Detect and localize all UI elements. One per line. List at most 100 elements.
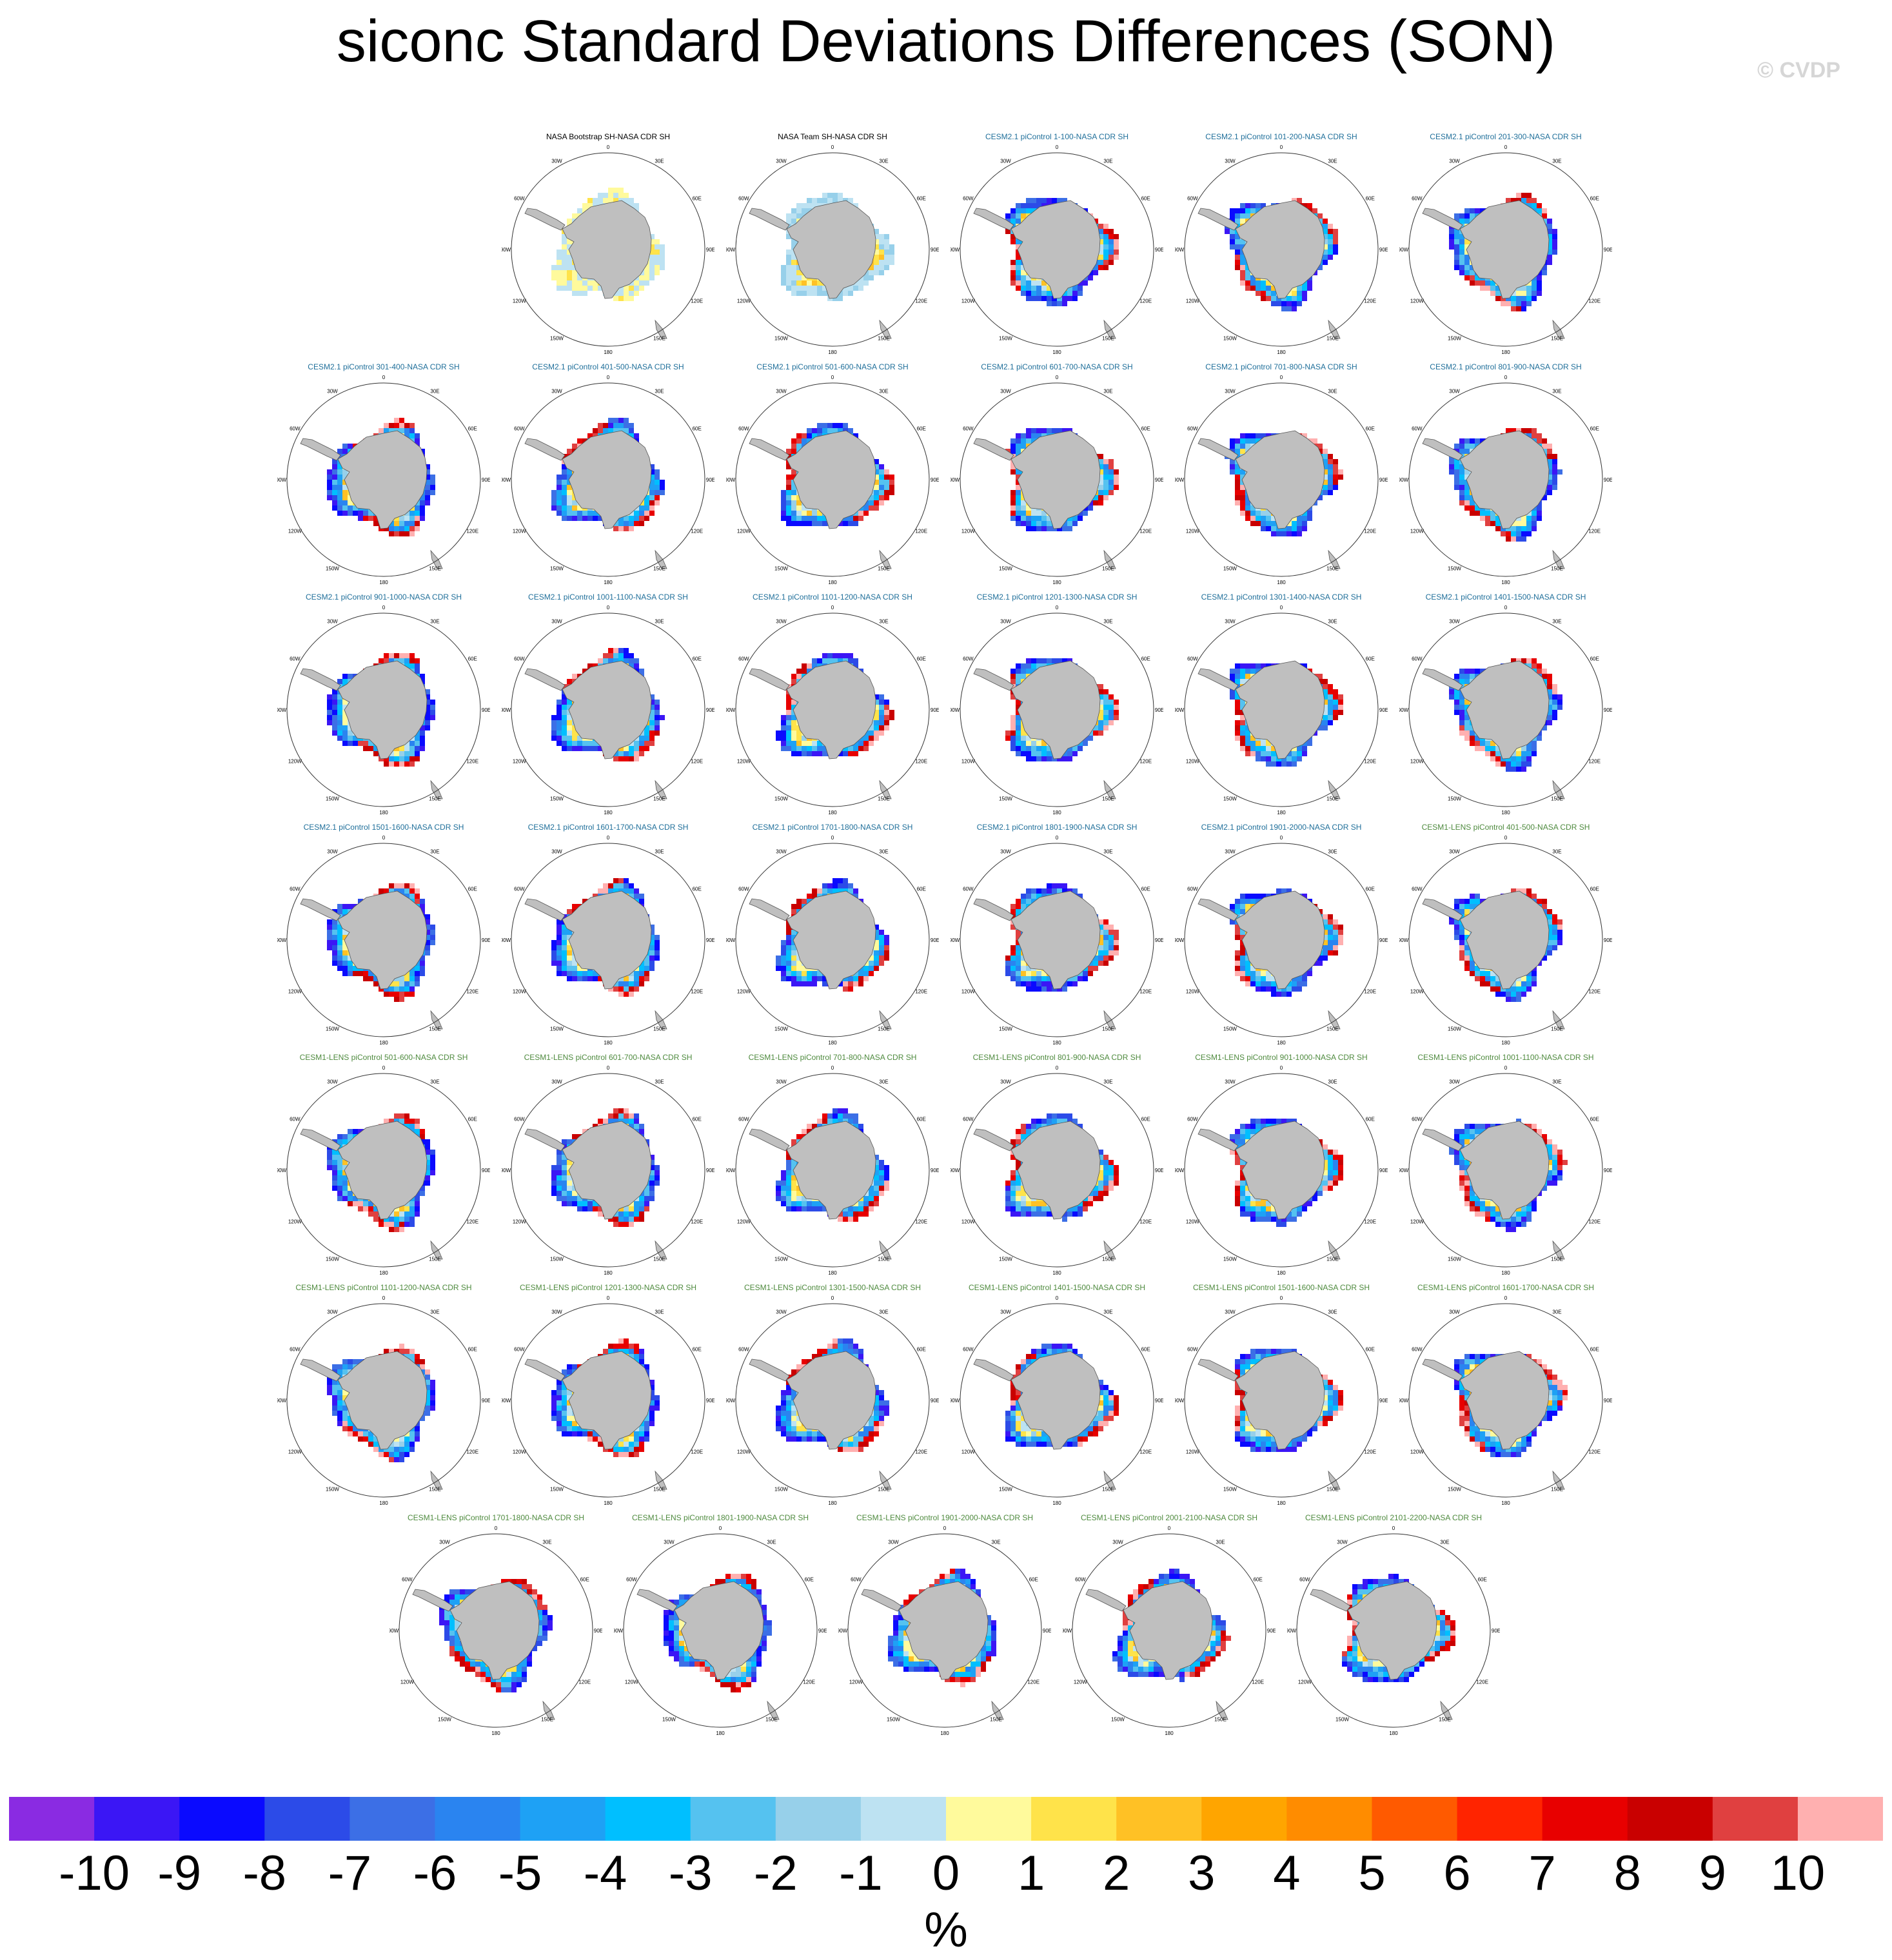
longitude-label: 0 [1056, 1065, 1059, 1071]
new-zealand-landmass [1103, 549, 1116, 569]
longitude-label: 60W [1075, 1577, 1086, 1583]
polar-map: 0 30E 60E 90E 120E 150E 180 150W 120W 90W 60W 30W [951, 375, 1163, 584]
longitude-label: 150E [1551, 796, 1563, 802]
longitude-label: 120E [466, 1219, 478, 1225]
longitude-label: 150E [1102, 1257, 1114, 1262]
longitude-label: 60W [963, 887, 974, 892]
longitude-label: 180 [1052, 1040, 1061, 1044]
polar-map: 0 30E 60E 90E 120E 150E 180 150W 120W 90W 60W 30W [951, 1065, 1163, 1275]
longitude-label: 90E [931, 937, 939, 943]
longitude-label: 150E [878, 336, 890, 342]
longitude-label: 30W [551, 848, 562, 854]
longitude-label: 60E [468, 887, 477, 892]
longitude-label: 0 [943, 1525, 947, 1531]
longitude-label: 180 [604, 1270, 613, 1275]
longitude-label: 90W [951, 477, 960, 483]
longitude-label: 180 [1277, 1270, 1286, 1275]
new-zealand-landmass [879, 1240, 892, 1260]
colorbar-swatch [1286, 1797, 1372, 1841]
longitude-label: 120E [915, 759, 927, 765]
new-zealand-landmass [655, 319, 667, 339]
map-panel: CESM1-LENS piControl 701-800-NASA CDR SH… [726, 1053, 939, 1279]
longitude-label: 30W [1449, 158, 1460, 164]
longitude-label: 120E [466, 529, 478, 534]
longitude-label: 90W [1399, 477, 1409, 483]
longitude-label: 150E [1551, 566, 1563, 572]
new-zealand-landmass [1103, 1470, 1116, 1490]
map-boundary [847, 1533, 1042, 1728]
longitude-label: 0 [607, 835, 610, 841]
longitude-label: 150E [653, 1257, 665, 1262]
longitude-label: 0 [1280, 1065, 1283, 1071]
longitude-label: 180 [604, 349, 613, 354]
longitude-label: 30W [551, 388, 562, 394]
polar-map: 0 30E 60E 90E 120E 150E 180 150W 120W 90W 60W 30W [502, 1295, 714, 1505]
longitude-label: 150E [653, 1026, 665, 1032]
longitude-label: 30W [776, 848, 787, 854]
map-boundary [1184, 1073, 1379, 1268]
longitude-label: 120E [1139, 989, 1152, 995]
south-america-landmass [1197, 898, 1239, 921]
longitude-label: 90E [1604, 1168, 1612, 1173]
south-america-landmass [973, 438, 1014, 461]
longitude-label: 180 [1501, 349, 1510, 354]
longitude-label: 0 [495, 1525, 498, 1531]
longitude-label: 0 [1280, 1295, 1283, 1301]
longitude-label: 90W [726, 937, 736, 943]
longitude-label: 150E [878, 1487, 890, 1493]
panel-title: CESM2.1 piControl 1001-1100-NASA CDR SH [528, 593, 688, 602]
map-boundary [1408, 1073, 1603, 1268]
longitude-label: 120E [691, 529, 703, 534]
longitude-label: 60E [917, 426, 926, 432]
new-zealand-landmass [1328, 1470, 1341, 1490]
longitude-label: 30E [430, 618, 439, 624]
panel-title: CESM2.1 piControl 1501-1600-NASA CDR SH [303, 823, 464, 832]
longitude-label: 90W [726, 1168, 736, 1173]
longitude-label: 60E [693, 426, 702, 432]
longitude-label: 120W [513, 299, 526, 304]
longitude-label: 150E [1214, 1717, 1227, 1723]
longitude-label: 150W [550, 566, 564, 572]
south-america-landmass [749, 1128, 790, 1152]
panel-title: CESM1-LENS piControl 1301-1500-NASA CDR … [744, 1283, 921, 1292]
colorbar-tick-label: 5 [1358, 1846, 1386, 1901]
longitude-label: 30W [327, 848, 338, 854]
longitude-label: 180 [1052, 580, 1061, 584]
new-zealand-landmass [1328, 779, 1341, 799]
longitude-label: 120E [466, 1449, 478, 1455]
colorbar-tick-label: 7 [1528, 1846, 1556, 1901]
south-america-landmass [524, 438, 566, 461]
longitude-label: 60E [1478, 1577, 1487, 1583]
polar-map: 0 30E 60E 90E 120E 150E 180 150W 120W 90W 60W 30W [389, 1525, 602, 1735]
map-boundary [960, 1073, 1154, 1268]
new-zealand-landmass [767, 1700, 780, 1720]
longitude-label: 150W [662, 1717, 676, 1723]
longitude-label: 60W [1187, 1117, 1198, 1122]
longitude-label: 90E [1155, 707, 1163, 713]
polar-map: 0 30E 60E 90E 120E 150E 180 150W 120W 90W 60W 30W [726, 1065, 939, 1275]
longitude-label: 90E [1043, 1628, 1051, 1634]
longitude-label: 180 [828, 1500, 837, 1505]
longitude-label: 0 [831, 1065, 834, 1071]
map-boundary [1184, 152, 1379, 347]
longitude-label: 30E [1103, 158, 1112, 164]
colorbar-swatch [1627, 1797, 1713, 1841]
longitude-label: 60E [468, 656, 477, 662]
longitude-label: 120W [1410, 759, 1424, 765]
colorbar-units: % [924, 1903, 968, 1957]
south-america-landmass [1197, 438, 1239, 461]
longitude-label: 60W [738, 656, 749, 662]
antarctica-landmass [337, 1351, 428, 1450]
longitude-label: 180 [828, 1040, 837, 1044]
longitude-label: 60E [1366, 196, 1375, 202]
antarctica-landmass [1347, 1581, 1437, 1680]
longitude-label: 90W [1175, 1398, 1185, 1404]
longitude-label: 90W [277, 707, 287, 713]
panel-title: CESM2.1 piControl 1801-1900-NASA CDR SH [976, 823, 1138, 832]
longitude-label: 30E [655, 158, 664, 164]
longitude-label: 0 [831, 605, 834, 611]
longitude-label: 120E [1588, 989, 1601, 995]
south-america-landmass [1197, 208, 1239, 231]
longitude-label: 60E [1141, 1347, 1150, 1353]
longitude-label: 90W [726, 1398, 736, 1404]
